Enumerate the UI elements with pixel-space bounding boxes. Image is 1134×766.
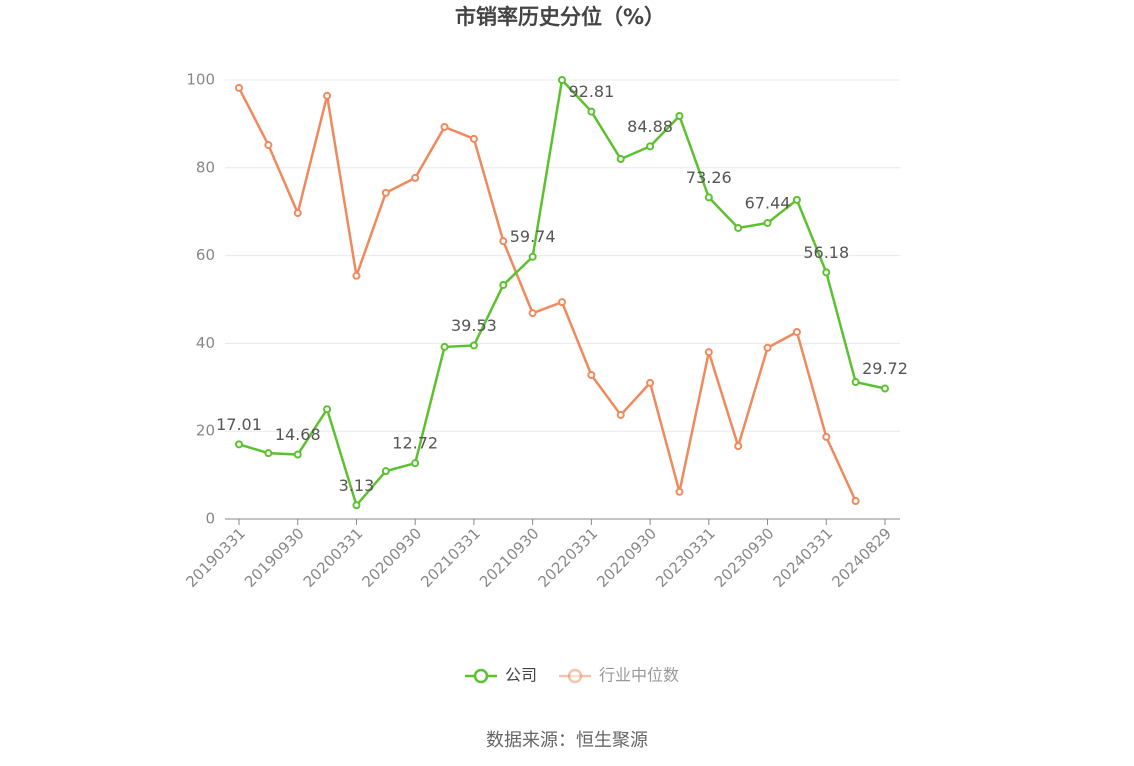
data-point — [264, 140, 273, 149]
data-point — [499, 237, 508, 246]
data-label: 67.44 — [745, 193, 791, 212]
legend-label: 公司 — [505, 666, 537, 685]
legend-label: 行业中位数 — [599, 666, 679, 685]
series-line — [237, 87, 857, 502]
data-point — [822, 268, 831, 277]
y-tick-label: 0 — [205, 510, 215, 528]
legend-item[interactable]: 公司 — [465, 666, 537, 685]
data-point — [763, 218, 772, 227]
data-label: 17.01 — [216, 415, 262, 434]
data-point — [411, 459, 420, 468]
data-point — [293, 209, 302, 218]
x-tick-label: 20240829 — [828, 524, 895, 591]
data-point — [381, 467, 390, 476]
data-point — [851, 378, 860, 387]
x-tick-label: 20200930 — [358, 524, 425, 591]
data-point — [587, 371, 596, 380]
data-label: 73.26 — [686, 168, 732, 187]
data-point — [411, 173, 420, 182]
y-tick-label: 40 — [196, 334, 215, 352]
y-tick-label: 20 — [196, 422, 215, 440]
data-point — [528, 309, 537, 318]
x-tick-label: 20230331 — [652, 524, 719, 591]
data-label: 39.53 — [451, 316, 497, 335]
data-point — [792, 327, 801, 336]
data-point — [264, 449, 273, 458]
data-point — [675, 487, 684, 496]
x-tick-label: 20210331 — [417, 524, 484, 591]
y-tick-label: 80 — [196, 158, 215, 176]
data-point — [499, 281, 508, 290]
data-point — [646, 142, 655, 151]
x-tick-label: 20230930 — [711, 524, 778, 591]
legend-marker — [473, 668, 489, 684]
data-point — [675, 111, 684, 120]
data-point — [528, 252, 537, 261]
chart-title: 市销率历史分位（%） — [455, 5, 665, 29]
data-point — [440, 122, 449, 131]
data-point — [616, 155, 625, 164]
data-label: 3.13 — [339, 476, 375, 495]
data-point — [381, 188, 390, 197]
data-label: 29.72 — [862, 359, 908, 378]
data-point — [704, 193, 713, 202]
data-point — [469, 341, 478, 350]
data-point — [558, 298, 566, 307]
data-label: 12.72 — [392, 434, 438, 453]
data-point — [293, 450, 302, 459]
data-point — [734, 223, 743, 232]
y-tick-label: 60 — [196, 246, 215, 264]
data-point — [440, 342, 449, 351]
x-tick-label: 20200331 — [300, 524, 367, 591]
source: 数据来源：恒生聚源 — [486, 730, 648, 751]
data-label: 59.74 — [510, 227, 556, 246]
y-tick-label: 100 — [186, 71, 215, 89]
data-point — [763, 343, 772, 352]
data-point — [704, 348, 713, 357]
data-label: 84.88 — [627, 117, 673, 136]
x-tick-label: 20190930 — [241, 524, 308, 591]
data-point — [881, 384, 889, 393]
x-tick-label: 20240331 — [770, 524, 837, 591]
x-tick-label: 20220930 — [593, 524, 660, 591]
data-point — [734, 442, 743, 451]
data-point — [587, 107, 596, 116]
data-point — [646, 378, 655, 387]
data-point — [851, 497, 860, 506]
data-label: 92.81 — [568, 82, 614, 101]
data-point — [469, 134, 478, 143]
x-tick-label: 20190331 — [182, 524, 249, 591]
legend-marker — [567, 668, 583, 684]
data-point — [235, 440, 243, 449]
data-point — [352, 501, 361, 510]
data-point — [616, 410, 625, 419]
data-label: 56.18 — [803, 243, 849, 262]
x-tick-label: 20220331 — [535, 524, 602, 591]
x-tick-label: 20210930 — [476, 524, 543, 591]
data-point — [352, 271, 361, 280]
data-point — [323, 405, 332, 414]
data-point — [235, 83, 243, 92]
data-point — [822, 432, 831, 441]
data-point — [792, 195, 801, 204]
data-point — [558, 76, 566, 84]
data-point — [323, 91, 332, 100]
data-label: 14.68 — [275, 425, 321, 444]
legend-item[interactable]: 行业中位数 — [559, 666, 679, 685]
